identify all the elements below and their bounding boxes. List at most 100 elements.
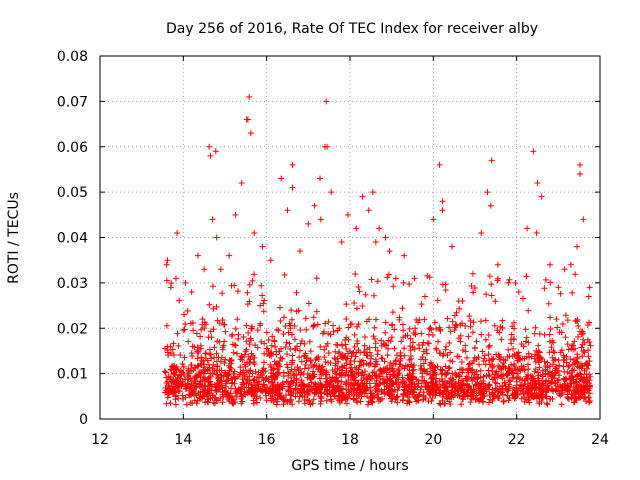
data-point-band xyxy=(205,374,212,381)
data-point-band xyxy=(310,374,317,381)
data-point-band xyxy=(354,323,361,330)
data-point-band xyxy=(442,384,449,391)
data-point-band xyxy=(474,381,481,388)
data-point-band xyxy=(396,361,403,368)
data-point-band xyxy=(442,346,449,353)
data-point-band xyxy=(413,393,420,400)
data-point xyxy=(561,266,568,273)
data-point-band xyxy=(572,317,579,324)
data-point-band xyxy=(239,393,246,400)
data-point-band xyxy=(459,320,466,327)
data-point-band xyxy=(511,319,518,326)
data-point-band xyxy=(371,324,378,331)
data-point-band xyxy=(437,389,444,396)
data-point-band xyxy=(245,384,252,391)
data-point-band xyxy=(363,318,370,325)
data-point-band xyxy=(499,317,506,324)
y-tick-label: 0.03 xyxy=(57,276,88,292)
data-point-band xyxy=(179,392,186,399)
data-point-band xyxy=(585,362,592,369)
data-point xyxy=(209,216,216,223)
data-point xyxy=(201,266,208,273)
data-point-band xyxy=(291,336,298,343)
data-point-band xyxy=(214,371,221,378)
data-point-band xyxy=(497,385,504,392)
data-point-band xyxy=(574,355,581,362)
data-point-band xyxy=(347,361,354,368)
data-point-band xyxy=(465,361,472,368)
data-point xyxy=(449,243,456,250)
data-point-band xyxy=(536,330,543,337)
data-point-band xyxy=(350,349,357,356)
data-point-band xyxy=(352,377,359,384)
data-point xyxy=(311,202,318,209)
data-point-band xyxy=(367,360,374,367)
data-point-band xyxy=(287,345,294,352)
data-point-band xyxy=(400,378,407,385)
data-point-band xyxy=(481,390,488,397)
data-point xyxy=(207,152,214,159)
data-point xyxy=(586,284,593,291)
data-point-band xyxy=(544,364,551,371)
data-point-band xyxy=(481,352,488,359)
data-point-band xyxy=(163,374,170,381)
data-point-band xyxy=(508,331,515,338)
data-point-band xyxy=(546,368,553,375)
data-point-band xyxy=(458,359,465,366)
data-point xyxy=(238,180,245,187)
data-point-band xyxy=(275,371,282,378)
data-point-band xyxy=(451,312,458,319)
data-point-band xyxy=(389,309,396,316)
data-point xyxy=(459,298,466,305)
data-point-band xyxy=(218,354,225,361)
data-point-band xyxy=(534,369,541,376)
data-point-band xyxy=(519,295,526,302)
data-point-band xyxy=(338,372,345,379)
data-point-band xyxy=(373,380,380,387)
data-point-band xyxy=(321,383,328,390)
data-point-band xyxy=(364,346,371,353)
data-point-band xyxy=(501,379,508,386)
data-point-band xyxy=(226,398,233,405)
data-point-band xyxy=(449,384,456,391)
data-point-band xyxy=(210,326,217,333)
data-point-band xyxy=(531,377,538,384)
data-point-band xyxy=(547,279,554,286)
data-point-band xyxy=(313,275,320,282)
data-point-band xyxy=(268,342,275,349)
data-point-band xyxy=(310,314,317,321)
data-point-band xyxy=(312,381,319,388)
data-point-band xyxy=(351,358,358,365)
data-point-band xyxy=(388,334,395,341)
data-point-band xyxy=(332,362,339,369)
data-point-band xyxy=(232,325,239,332)
data-point-band xyxy=(399,374,406,381)
data-point-band xyxy=(382,329,389,336)
data-point-band xyxy=(428,383,435,390)
data-point-band xyxy=(398,338,405,345)
data-point-band xyxy=(194,348,201,355)
x-tick-label: 22 xyxy=(508,432,526,448)
data-point xyxy=(194,252,201,259)
data-point xyxy=(188,288,195,295)
data-point-band xyxy=(387,359,394,366)
data-point-band xyxy=(196,381,203,388)
data-point xyxy=(372,239,379,246)
data-point-band xyxy=(309,400,316,407)
data-point-band xyxy=(521,355,528,362)
data-point-band xyxy=(557,290,564,297)
data-point-band xyxy=(547,325,554,332)
data-point-band xyxy=(391,345,398,352)
data-point-band xyxy=(579,353,586,360)
data-point-band xyxy=(301,340,308,347)
data-point-band xyxy=(206,351,213,358)
data-point-band xyxy=(232,342,239,349)
data-point-band xyxy=(509,374,516,381)
y-tick-label: 0.06 xyxy=(57,140,88,156)
data-point-band xyxy=(174,330,181,337)
data-point xyxy=(247,130,254,137)
data-point-band xyxy=(556,329,563,336)
data-point-band xyxy=(319,330,326,337)
data-point-band xyxy=(255,369,262,376)
data-point-band xyxy=(406,281,413,288)
